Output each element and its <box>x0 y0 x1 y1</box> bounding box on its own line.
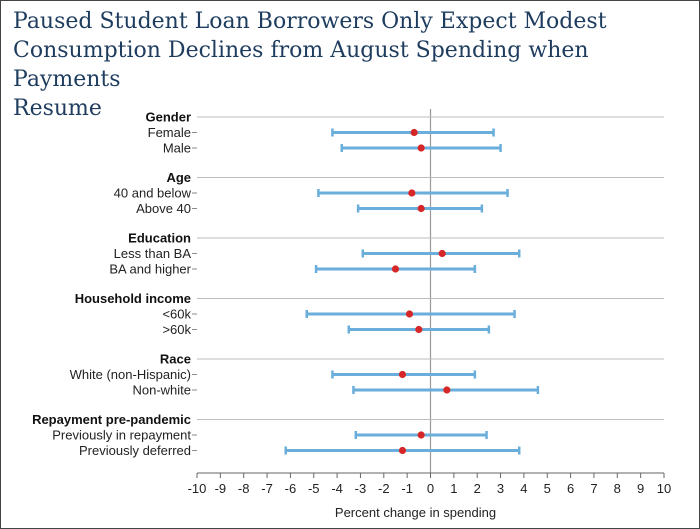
group-label-3: Household income <box>75 291 191 306</box>
point-estimate <box>415 325 423 334</box>
point-estimate <box>438 249 446 258</box>
x-tick-label: 2 <box>474 481 481 496</box>
x-tick-label: -6 <box>285 481 297 496</box>
x-tick-label: 1 <box>450 481 457 496</box>
x-tick-label: -5 <box>308 481 320 496</box>
x-tick-label: 5 <box>544 481 551 496</box>
x-tick-label: 3 <box>497 481 504 496</box>
x-tick-label: 10 <box>657 481 671 496</box>
point-estimate <box>408 189 416 197</box>
group-label-5: Repayment pre-pandemic <box>32 412 191 427</box>
category-label: >60k <box>162 322 191 337</box>
category-label: <60k <box>162 307 191 322</box>
x-tick-label: -2 <box>378 481 390 496</box>
category-label: Non-white <box>132 383 191 398</box>
chart-title: Paused Student Loan Borrowers Only Expec… <box>13 7 693 123</box>
x-tick-label: -4 <box>331 481 343 496</box>
chart-title-line-2: Consumption Declines from August Spendin… <box>13 38 589 92</box>
x-tick-label: 4 <box>520 481 527 496</box>
category-label: Previously deferred <box>79 443 191 458</box>
point-estimate <box>417 204 425 213</box>
group-label-4: Race <box>160 352 191 367</box>
category-label: BA and higher <box>109 262 191 277</box>
category-label: 40 and below <box>114 186 192 201</box>
category-label: White (non-Hispanic) <box>70 367 191 382</box>
group-label-0: Gender <box>145 110 191 125</box>
x-tick-label: 0 <box>427 481 434 496</box>
point-estimate <box>398 370 407 379</box>
point-estimate <box>417 144 425 152</box>
x-tick-label: 6 <box>567 481 574 496</box>
point-estimate <box>417 431 425 439</box>
x-tick-label: -8 <box>238 481 250 496</box>
x-tick-label: -7 <box>261 481 273 496</box>
category-label: Previously in repayment <box>52 428 191 443</box>
chart-title-line-3: Resume <box>13 96 102 121</box>
category-label: Above 40 <box>136 201 191 216</box>
category-label: Female <box>148 125 191 140</box>
point-estimate <box>398 446 407 455</box>
point-estimate <box>391 265 400 273</box>
x-tick-label: -3 <box>355 481 367 496</box>
group-label-1: Age <box>166 170 191 185</box>
chart-title-line-1: Paused Student Loan Borrowers Only Expec… <box>13 9 607 34</box>
x-tick-label: 9 <box>637 481 644 496</box>
x-tick-label: -10 <box>188 481 207 496</box>
category-label: Male <box>163 141 191 156</box>
point-estimate <box>405 310 414 318</box>
point-estimate <box>410 128 418 137</box>
x-tick-label: 8 <box>614 481 621 496</box>
x-tick-label: 7 <box>590 481 597 496</box>
group-label-2: Education <box>128 231 191 246</box>
x-axis-title: Percent change in spending <box>335 505 496 520</box>
category-label: Less than BA <box>114 246 192 261</box>
x-tick-label: -9 <box>215 481 227 496</box>
x-tick-label: -1 <box>401 481 413 496</box>
point-estimate <box>443 386 451 394</box>
